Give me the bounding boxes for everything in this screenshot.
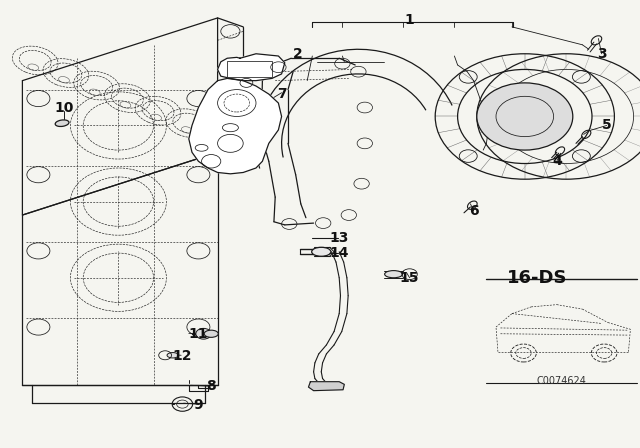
Polygon shape: [308, 382, 344, 391]
Ellipse shape: [204, 330, 218, 337]
Polygon shape: [218, 54, 285, 81]
Text: 1: 1: [404, 13, 415, 27]
Text: 6: 6: [468, 203, 479, 218]
Text: 9: 9: [193, 398, 204, 413]
Text: 11: 11: [189, 327, 208, 341]
Polygon shape: [189, 78, 282, 174]
Text: 2: 2: [292, 47, 303, 61]
Text: C0074624: C0074624: [537, 376, 587, 386]
FancyBboxPatch shape: [227, 61, 272, 77]
Text: 8: 8: [206, 379, 216, 393]
Ellipse shape: [55, 120, 69, 126]
Circle shape: [196, 328, 211, 339]
Text: 13: 13: [330, 231, 349, 246]
Ellipse shape: [312, 247, 331, 256]
Text: 7: 7: [276, 87, 287, 101]
Text: 16-DS: 16-DS: [508, 269, 568, 287]
Text: 3: 3: [596, 47, 607, 61]
Text: 10: 10: [54, 100, 74, 115]
Circle shape: [477, 83, 573, 150]
Text: 4: 4: [552, 154, 562, 168]
Ellipse shape: [167, 353, 179, 358]
Text: 15: 15: [400, 271, 419, 285]
Ellipse shape: [385, 271, 403, 278]
Text: 12: 12: [173, 349, 192, 363]
Text: 14: 14: [330, 246, 349, 260]
Text: 5: 5: [602, 118, 612, 133]
